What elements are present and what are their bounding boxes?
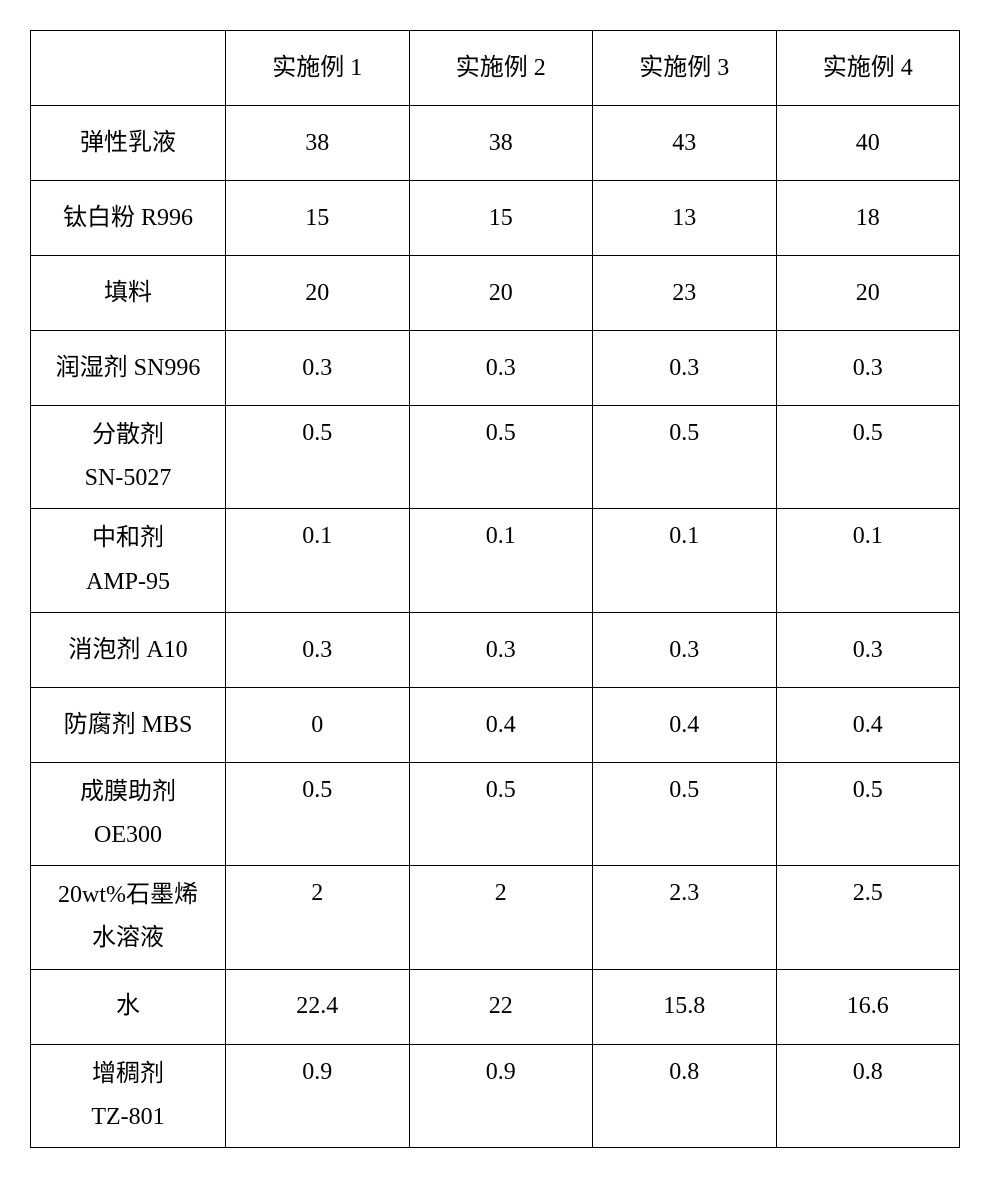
table-cell: 22.4 — [226, 969, 410, 1044]
table-cell: 0.5 — [593, 406, 777, 509]
table-cell: 0.8 — [593, 1044, 777, 1147]
table-cell: 18 — [776, 181, 960, 256]
header-cell-4: 实施例 4 — [776, 31, 960, 106]
table-cell: 0.1 — [593, 509, 777, 612]
table-cell: 38 — [226, 106, 410, 181]
table-row: 润湿剂 SN9960.30.30.30.3 — [31, 331, 960, 406]
row-label: 填料 — [31, 256, 226, 331]
header-row: 实施例 1 实施例 2 实施例 3 实施例 4 — [31, 31, 960, 106]
row-label: 分散剂SN-5027 — [31, 406, 226, 509]
table-cell: 2.5 — [776, 866, 960, 969]
table-cell: 0.4 — [776, 687, 960, 762]
row-label: 水 — [31, 969, 226, 1044]
table-body: 弹性乳液38384340钛白粉 R99615151318填料20202320润湿… — [31, 106, 960, 1148]
table-row: 弹性乳液38384340 — [31, 106, 960, 181]
table-cell: 16.6 — [776, 969, 960, 1044]
row-label: 中和剂AMP-95 — [31, 509, 226, 612]
table-cell: 38 — [409, 106, 593, 181]
header-cell-blank — [31, 31, 226, 106]
table-cell: 2.3 — [593, 866, 777, 969]
table-row: 增稠剂TZ-8010.90.90.80.8 — [31, 1044, 960, 1147]
table-cell: 0.3 — [409, 331, 593, 406]
table-cell: 0.3 — [593, 331, 777, 406]
table-row: 防腐剂 MBS00.40.40.4 — [31, 687, 960, 762]
data-table: 实施例 1 实施例 2 实施例 3 实施例 4 弹性乳液38384340钛白粉 … — [30, 30, 960, 1148]
table-cell: 0.5 — [409, 406, 593, 509]
table-cell: 15 — [226, 181, 410, 256]
table-cell: 0 — [226, 687, 410, 762]
header-cell-2: 实施例 2 — [409, 31, 593, 106]
table-cell: 0.1 — [776, 509, 960, 612]
table-cell: 20 — [409, 256, 593, 331]
row-label: 防腐剂 MBS — [31, 687, 226, 762]
table-cell: 0.5 — [226, 762, 410, 865]
table-cell: 0.5 — [776, 762, 960, 865]
table-cell: 0.9 — [409, 1044, 593, 1147]
table-cell: 13 — [593, 181, 777, 256]
table-cell: 0.3 — [409, 612, 593, 687]
table-cell: 40 — [776, 106, 960, 181]
table-cell: 20 — [776, 256, 960, 331]
header-cell-3: 实施例 3 — [593, 31, 777, 106]
table-row: 消泡剂 A100.30.30.30.3 — [31, 612, 960, 687]
table-cell: 0.5 — [226, 406, 410, 509]
table-cell: 0.3 — [776, 612, 960, 687]
table-cell: 15.8 — [593, 969, 777, 1044]
table-cell: 20 — [226, 256, 410, 331]
table-cell: 0.5 — [776, 406, 960, 509]
table-cell: 0.3 — [226, 331, 410, 406]
table-row: 成膜助剂OE3000.50.50.50.5 — [31, 762, 960, 865]
table-row: 中和剂AMP-950.10.10.10.1 — [31, 509, 960, 612]
row-label: 增稠剂TZ-801 — [31, 1044, 226, 1147]
table-cell: 22 — [409, 969, 593, 1044]
table-cell: 0.4 — [409, 687, 593, 762]
table-row: 水22.42215.816.6 — [31, 969, 960, 1044]
row-label: 润湿剂 SN996 — [31, 331, 226, 406]
table-cell: 0.1 — [409, 509, 593, 612]
row-label: 成膜助剂OE300 — [31, 762, 226, 865]
row-label: 消泡剂 A10 — [31, 612, 226, 687]
table-header: 实施例 1 实施例 2 实施例 3 实施例 4 — [31, 31, 960, 106]
table-cell: 0.3 — [776, 331, 960, 406]
table-cell: 2 — [409, 866, 593, 969]
row-label: 钛白粉 R996 — [31, 181, 226, 256]
table-cell: 0.3 — [226, 612, 410, 687]
table-cell: 0.5 — [409, 762, 593, 865]
table-cell: 2 — [226, 866, 410, 969]
table-row: 钛白粉 R99615151318 — [31, 181, 960, 256]
table-cell: 15 — [409, 181, 593, 256]
table-row: 20wt%石墨烯水溶液222.32.5 — [31, 866, 960, 969]
table-row: 分散剂SN-50270.50.50.50.5 — [31, 406, 960, 509]
table-cell: 0.5 — [593, 762, 777, 865]
table-cell: 43 — [593, 106, 777, 181]
table-cell: 0.3 — [593, 612, 777, 687]
table-cell: 0.1 — [226, 509, 410, 612]
table-row: 填料20202320 — [31, 256, 960, 331]
table-cell: 0.4 — [593, 687, 777, 762]
row-label: 弹性乳液 — [31, 106, 226, 181]
table-cell: 23 — [593, 256, 777, 331]
table-cell: 0.8 — [776, 1044, 960, 1147]
row-label: 20wt%石墨烯水溶液 — [31, 866, 226, 969]
table-cell: 0.9 — [226, 1044, 410, 1147]
header-cell-1: 实施例 1 — [226, 31, 410, 106]
